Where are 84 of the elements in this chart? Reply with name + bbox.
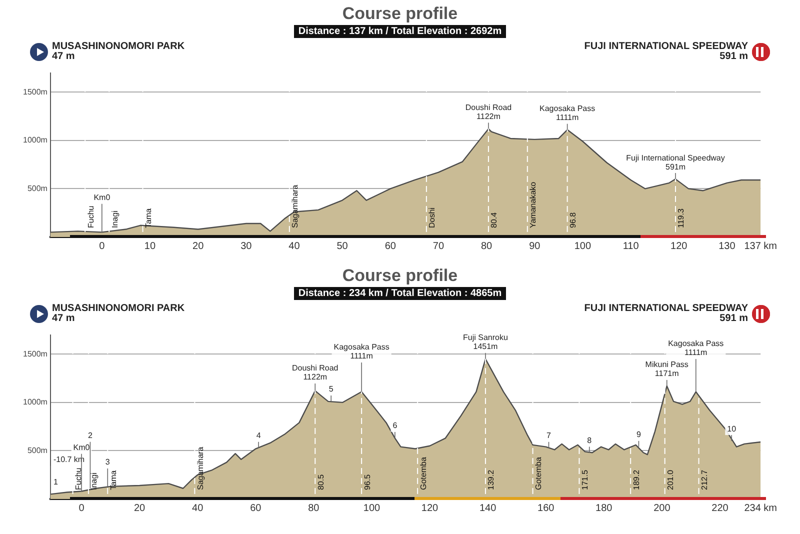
ref-line-label: Doshi [428,207,437,228]
annotation: 3 [105,458,110,467]
ref-line-label: Inagi [110,210,120,228]
y-tick-label: 1500m [22,87,48,96]
ref-line-label: 139.2 [486,469,496,490]
ref-line-label: Tama [144,208,153,228]
chart-title: Course profile [341,266,459,285]
x-tick-label: 80 [308,502,320,514]
annotation: Km0 [73,442,90,452]
ref-line-label: 189.2 [632,469,641,490]
annotation: 10 [727,424,737,434]
ref-line-label: Yamanakako [528,181,538,228]
annotation: Km0 [94,192,111,202]
chart-subtitle: Distance : 137 km / Total Elevation : 2692m [294,25,506,38]
text: FUJI INTERNATIONAL SPEEDWAY 591 m [584,41,748,62]
y-tick-label: 1500m [22,349,48,358]
annotation: 2 [88,430,93,440]
ref-line-label: Gotemba [534,456,543,490]
ref-line-label: 119.3 [676,208,686,228]
x-tick-label: 220 [712,502,729,514]
x-tick-label: 100 [363,502,380,514]
x-tick-label: 234 km [744,502,777,514]
annotation: 1 [53,478,58,487]
text: MUSASHINONOMORI PARK 47 m [52,41,185,62]
chart-title: Course profile [341,4,459,23]
x-tick-label: 130 [718,240,736,252]
x-tick-label: 200 [654,502,671,514]
annotation: Doushi Road 1122m [292,364,338,382]
x-tick-label: 40 [288,240,300,252]
ref-line-label: Sagamihara [290,184,300,228]
x-tick-label: 30 [240,240,252,252]
annotation: Mikuni Pass 1171m [645,360,688,378]
chart-subtitle: Distance : 234 km / Total Elevation : 4865m [294,287,506,300]
x-tick-label: 100 [574,240,592,252]
y-tick-label: 500m [27,446,48,455]
y-tick-label: 500m [27,184,48,193]
x-tick-label: 10 [144,240,156,252]
ref-line-label: 80.4 [490,212,499,228]
x-tick-label: 90 [529,240,541,252]
annotation: 9 [636,430,642,440]
ref-line-label: 80.5 [316,474,326,490]
ref-line-label: Fuchu [74,468,84,490]
x-tick-label: 0 [99,240,106,252]
ref-line-label: 96.5 [362,474,372,490]
ref-line-label: 212.7 [700,469,709,490]
annotation: Kagosaka Pass 1111m [540,104,596,122]
x-tick-label: 60 [384,240,396,252]
annotation: Doushi Road 1122m [465,102,512,121]
x-tick-label: 110 [622,240,640,252]
x-tick-label: 140 [479,502,497,514]
x-tick-label: 180 [596,502,613,514]
x-tick-label: 0 [78,502,85,514]
text: MUSASHINONOMORI PARK 47 m [52,303,185,324]
x-tick-label: 137 km [744,240,777,252]
annotation: 7 [546,431,552,440]
x-tick-label: 160 [538,502,555,514]
ref-line-label: Inagi [90,472,99,490]
x-tick-label: 120 [421,502,439,514]
y-tick-label: 1000m [22,136,48,145]
x-tick-label: 120 [670,240,688,252]
x-tick-label: 20 [134,502,146,514]
x-tick-label: 20 [192,240,204,252]
ref-line-label: 201.0 [666,469,676,490]
annotation: 6 [392,421,398,430]
x-tick-label: 70 [432,240,444,252]
x-tick-label: 80 [480,240,493,252]
annotation: Kagosaka Pass 1111m [334,342,390,361]
ref-line-label: 171.5 [580,469,590,490]
annotation: 8 [587,436,592,445]
x-tick-label: 40 [192,502,204,514]
ref-line-label: 96.8 [568,212,578,228]
x-tick-label: 50 [336,240,348,252]
ref-line-label: Tama [108,470,118,490]
annotation: Kagosaka Pass 1111m [668,339,724,358]
annotation: Fuji International Speedway 591m [626,153,725,172]
text: FUJI INTERNATIONAL SPEEDWAY 591 m [584,303,748,324]
x-tick-label: 60 [250,502,262,514]
annotation: 5 [328,384,334,394]
annotation: Fuji Sanroku 1451m [463,333,508,352]
ref-line-label: Fuchu [86,206,96,228]
y-tick-label: 1000m [22,398,48,407]
ref-line-label: Sagamihara [196,446,205,490]
annotation: 4 [256,431,262,440]
ref-line-label: Gotemba [418,456,428,490]
